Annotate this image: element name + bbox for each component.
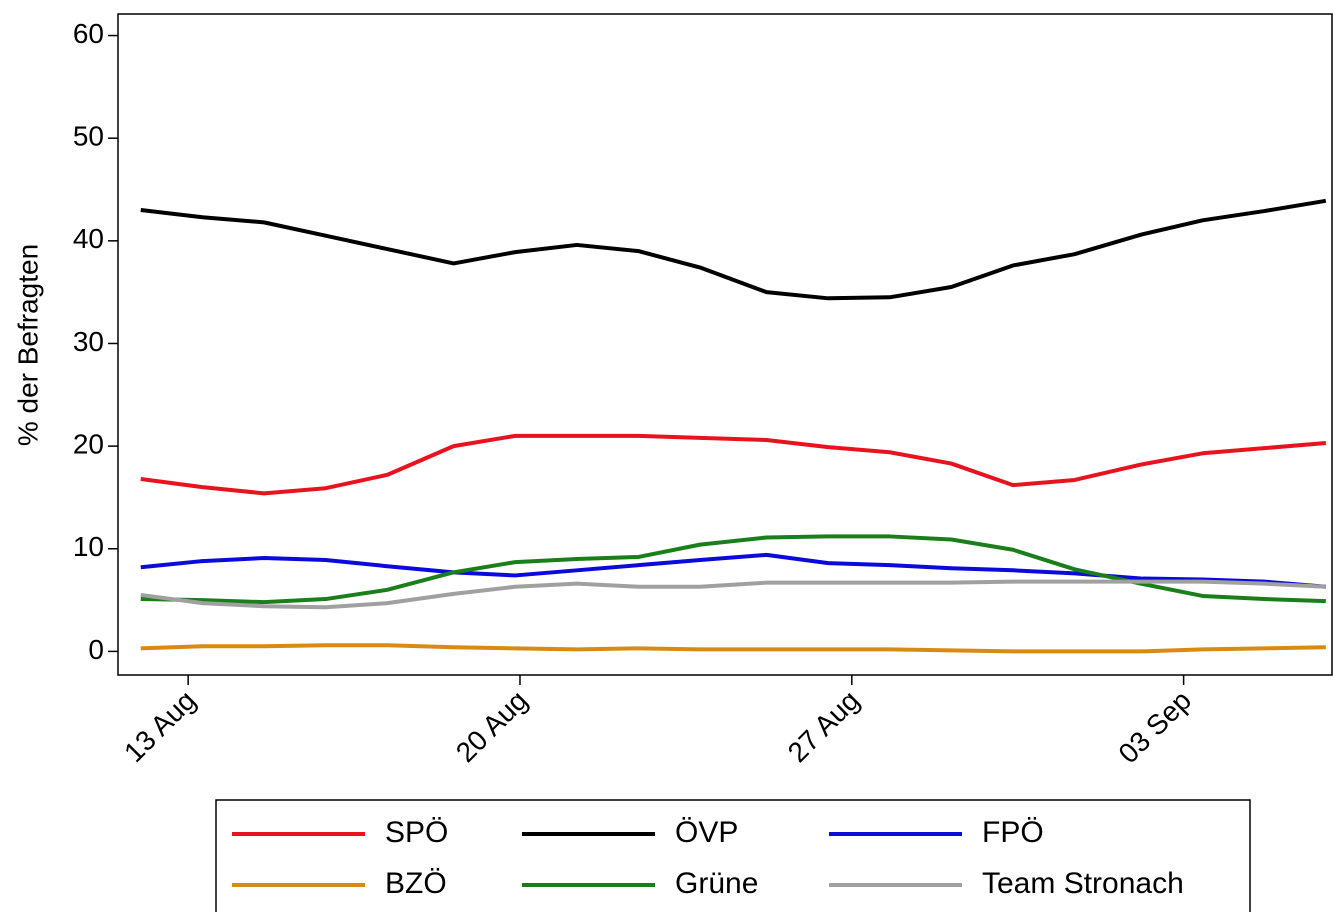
- x-tick-label: 27 Aug: [782, 685, 866, 769]
- legend-box: [215, 799, 1251, 912]
- x-tick-label: 03 Sep: [1112, 685, 1197, 770]
- series-line: [140, 643, 1326, 654]
- legend-label: ÖVP: [675, 816, 738, 849]
- y-tick-label: 50: [73, 121, 104, 152]
- y-axis-label: % der Befragten: [12, 244, 43, 446]
- y-tick-label: 20: [73, 429, 104, 460]
- legend-label: SPÖ: [385, 816, 448, 849]
- x-tick-label: 20 Aug: [450, 685, 534, 769]
- y-tick-label: 30: [73, 326, 104, 357]
- y-tick-label: 10: [73, 531, 104, 562]
- series-line: [140, 433, 1327, 496]
- legend-label: Team Stronach: [982, 867, 1184, 900]
- series-line: [140, 579, 1326, 610]
- series-line: [140, 198, 1327, 301]
- y-tick-label: 40: [73, 223, 104, 254]
- series-line: [140, 552, 1327, 589]
- series-line: [140, 534, 1326, 605]
- legend-label: Grüne: [675, 867, 758, 900]
- y-tick-label: 0: [88, 634, 104, 665]
- plot-frame: [117, 13, 1333, 676]
- x-tick-label: 13 Aug: [118, 685, 202, 769]
- legend-label: FPÖ: [982, 816, 1044, 849]
- legend-label: BZÖ: [385, 867, 447, 900]
- y-tick-label: 60: [73, 18, 104, 49]
